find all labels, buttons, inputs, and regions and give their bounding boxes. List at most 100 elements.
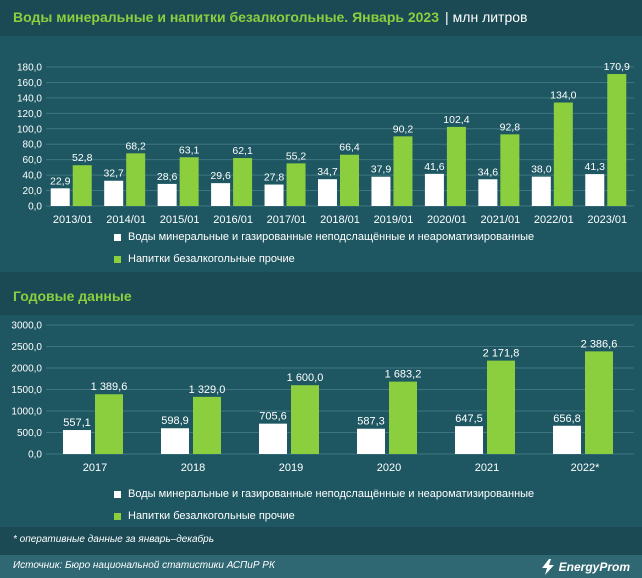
bar-series2 bbox=[126, 153, 146, 206]
data-label: 170,9 bbox=[604, 61, 630, 73]
data-label: 2 171,8 bbox=[483, 348, 520, 360]
footnote: * оперативные данные за январь–декабрь bbox=[13, 534, 215, 545]
x-tick-label: 2013/01 bbox=[53, 214, 93, 226]
annual-legend: Воды минеральные и газированные неподсла… bbox=[114, 483, 534, 527]
data-label: 22,9 bbox=[50, 175, 71, 187]
annual-chart-panel: 0,0 500,0 1000,0 1500,0 2000,0 2500,0 3000,0 55… bbox=[0, 315, 642, 527]
x-tick-label: 2023/01 bbox=[587, 214, 627, 226]
y-tick-label: 20,0 bbox=[23, 186, 43, 197]
title-separator: | bbox=[445, 9, 449, 25]
legend-item-series2: Напитки безалкогольные прочие bbox=[114, 505, 534, 527]
x-tick-label: 2017/01 bbox=[267, 214, 307, 226]
y-tick-label: 2500,0 bbox=[11, 342, 42, 353]
source-text: Источник: Бюро национальной статистики А… bbox=[13, 560, 275, 571]
bar-series1 bbox=[259, 423, 287, 454]
logo-text: EnergyProm bbox=[558, 559, 630, 574]
data-label: 37,9 bbox=[371, 164, 392, 176]
data-label: 134,0 bbox=[550, 90, 576, 102]
data-label: 28,6 bbox=[157, 171, 178, 183]
data-label: 27,8 bbox=[264, 172, 285, 184]
y-tick-label: 500,0 bbox=[17, 428, 42, 439]
bar-series1 bbox=[157, 183, 177, 206]
data-label: 1 389,6 bbox=[91, 381, 128, 393]
data-label: 2 386,6 bbox=[581, 338, 618, 350]
legend-label: Воды минеральные и газированные неподсла… bbox=[128, 488, 535, 500]
section-title: Годовые данные bbox=[13, 288, 132, 304]
title-unit: млн литров bbox=[452, 9, 528, 25]
monthly-chart: 0,0 20,0 40,0 60,0 80,0 100,0 120,0 140,0 160,0 1… bbox=[17, 61, 634, 226]
bar-series1 bbox=[161, 428, 189, 454]
bar-series2 bbox=[233, 158, 253, 206]
x-tick-label: 2018 bbox=[181, 462, 205, 474]
bar-series2 bbox=[291, 385, 319, 454]
data-label: 38,0 bbox=[531, 164, 552, 176]
data-label: 34,7 bbox=[317, 166, 338, 178]
y-tick-label: 0,0 bbox=[28, 450, 42, 461]
bar-series1 bbox=[424, 173, 444, 206]
x-tick-label: 2019 bbox=[279, 462, 303, 474]
bar-series2 bbox=[72, 165, 92, 206]
header: Воды минеральные и напитки безалкогольны… bbox=[0, 0, 642, 36]
data-label: 62,1 bbox=[232, 145, 253, 157]
data-label: 41,6 bbox=[424, 161, 445, 173]
legend-item-series1: Воды минеральные и газированные неподсла… bbox=[114, 483, 534, 505]
legend-label: Напитки безалкогольные прочие bbox=[128, 253, 295, 265]
bar-series1 bbox=[50, 188, 70, 206]
bar-series2 bbox=[389, 381, 417, 454]
x-tick-label: 2018/01 bbox=[320, 214, 360, 226]
bar-series1 bbox=[104, 180, 124, 206]
legend-swatch-white bbox=[114, 490, 121, 498]
y-tick-label: 160,0 bbox=[17, 78, 42, 89]
data-label: 102,4 bbox=[443, 114, 469, 126]
x-tick-label: 2019/01 bbox=[374, 214, 414, 226]
x-tick-label: 2022* bbox=[571, 462, 600, 474]
chart-title: Воды минеральные и напитки безалкогольны… bbox=[13, 9, 527, 25]
bar-series1 bbox=[585, 174, 605, 206]
bar-series1 bbox=[318, 179, 337, 206]
y-tick-label: 1500,0 bbox=[11, 385, 42, 396]
bar-series1 bbox=[371, 176, 391, 206]
y-tick-label: 0,0 bbox=[28, 202, 42, 213]
y-tick-label: 60,0 bbox=[23, 155, 43, 166]
monthly-legend: Воды минеральные и газированные неподсла… bbox=[114, 226, 534, 270]
data-label: 29,6 bbox=[210, 170, 231, 182]
data-label: 63,1 bbox=[179, 144, 200, 156]
data-label: 92,8 bbox=[500, 121, 521, 133]
source-bar: Источник: Бюро национальной статистики А… bbox=[0, 555, 642, 578]
x-tick-label: 2021 bbox=[475, 462, 499, 474]
bar-series2 bbox=[446, 126, 466, 206]
data-label: 34,6 bbox=[478, 166, 499, 178]
y-tick-label: 100,0 bbox=[17, 124, 42, 135]
x-tick-label: 2017 bbox=[83, 462, 107, 474]
data-label: 32,7 bbox=[103, 168, 124, 180]
bar-series2 bbox=[179, 157, 199, 206]
legend-swatch-green bbox=[114, 255, 121, 263]
bar-series2 bbox=[393, 136, 413, 206]
data-label: 656,8 bbox=[553, 413, 581, 425]
x-tick-label: 2020 bbox=[377, 462, 401, 474]
bar-series1 bbox=[264, 184, 284, 206]
data-label: 1 683,2 bbox=[385, 369, 422, 381]
bar-series2 bbox=[286, 163, 306, 206]
y-tick-label: 180,0 bbox=[17, 63, 42, 74]
data-label: 587,3 bbox=[357, 416, 385, 428]
bar-series2 bbox=[607, 74, 627, 206]
bar-series1 bbox=[531, 176, 551, 206]
bar-series1 bbox=[455, 426, 483, 454]
data-label: 598,9 bbox=[161, 415, 189, 427]
data-label: 1 329,0 bbox=[189, 384, 226, 396]
annual-chart: 0,0 500,0 1000,0 1500,0 2000,0 2500,0 3000,0 55… bbox=[11, 321, 634, 474]
data-label: 52,8 bbox=[72, 152, 93, 164]
y-tick-label: 3000,0 bbox=[11, 321, 42, 332]
data-label: 90,2 bbox=[393, 123, 414, 135]
y-tick-label: 2000,0 bbox=[11, 364, 42, 375]
bar-series2 bbox=[585, 351, 613, 454]
legend-swatch-green bbox=[114, 512, 121, 520]
y-tick-label: 1000,0 bbox=[11, 407, 42, 418]
x-tick-label: 2016/01 bbox=[213, 214, 253, 226]
energyprom-logo: EnergyProm bbox=[540, 557, 630, 576]
bar-series1 bbox=[553, 425, 581, 454]
bar-series2 bbox=[553, 102, 573, 206]
bar-series2 bbox=[500, 134, 520, 206]
bar-series2 bbox=[487, 360, 515, 454]
